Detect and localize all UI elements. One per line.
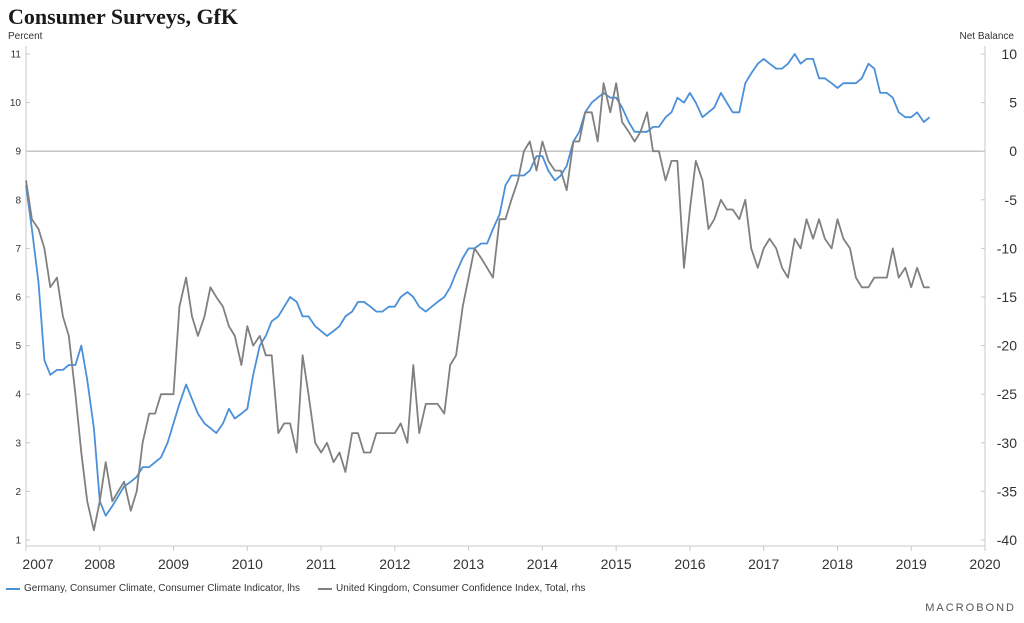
x-tick-label: 2013 [453,556,484,572]
legend-label-uk: United Kingdom, Consumer Confidence Inde… [336,583,586,594]
x-tick-label: 2016 [674,556,705,572]
series-germany-line [25,53,931,517]
x-tick-label: 2011 [306,556,336,572]
macrobond-logo: MACROBOND [925,602,1016,614]
legend-swatch-germany [6,587,20,590]
y-left-tick-label: 8 [15,195,21,206]
legend-item-germany: Germany, Consumer Climate, Consumer Clim… [6,583,300,594]
x-tick-label: 2012 [379,556,410,572]
y-left-tick-label: 4 [15,390,21,401]
x-tick-label: 2017 [748,556,779,572]
legend-item-uk: United Kingdom, Consumer Confidence Inde… [318,583,585,594]
y-right-tick-label: 0 [1009,143,1017,159]
y-left-tick-label: 1 [15,536,21,547]
y-right-tick-label: -5 [1005,192,1018,208]
x-tick-label: 2007 [22,556,53,572]
y-right-tick-label: 10 [1001,46,1017,62]
x-tick-label: 2018 [822,556,853,572]
x-tick-label: 2008 [84,556,115,572]
y-right-tick-label: -15 [997,289,1017,305]
y-right-tick-label: -20 [997,338,1017,354]
y-left-tick-label: 6 [15,293,21,304]
legend: Germany, Consumer Climate, Consumer Clim… [6,583,585,594]
y-axis-right-title: Net Balance [959,31,1014,42]
x-tick-label: 2010 [232,556,263,572]
x-tick-label: 2019 [896,556,927,572]
y-left-tick-label: 3 [15,438,21,449]
y-axis-left-title: Percent [8,31,43,42]
y-right-tick-label: -40 [997,532,1017,548]
y-right-tick-label: -30 [997,435,1017,451]
legend-label-germany: Germany, Consumer Climate, Consumer Clim… [24,583,301,594]
y-left-tick-label: 7 [15,244,21,255]
x-tick-label: 2014 [527,556,558,572]
chart-title: Consumer Surveys, GfK [8,4,238,29]
y-right-tick-label: -25 [997,386,1017,402]
y-right-tick-label: -35 [997,483,1017,499]
y-left-tick-label: 9 [15,147,21,158]
line-chart: 1 2 3 4 5 6 7 8 9 10 11 -40 -35 -30 -25 -20 -15 -10 -5 0 5 10… [10,46,1018,572]
y-left-tick-label: 10 [10,98,22,109]
x-tick-label: 2020 [969,556,1000,572]
y-right-tick-label: -10 [997,240,1017,256]
x-tick-label: 2015 [601,556,632,572]
y-left-tick-label: 11 [11,50,22,61]
legend-swatch-uk [318,587,333,590]
y-right-tick-label: 5 [1009,95,1017,111]
series-uk-line [25,82,930,532]
x-tick-label: 2009 [158,556,189,572]
y-left-tick-label: 2 [15,487,21,498]
y-left-tick-label: 5 [15,341,21,352]
